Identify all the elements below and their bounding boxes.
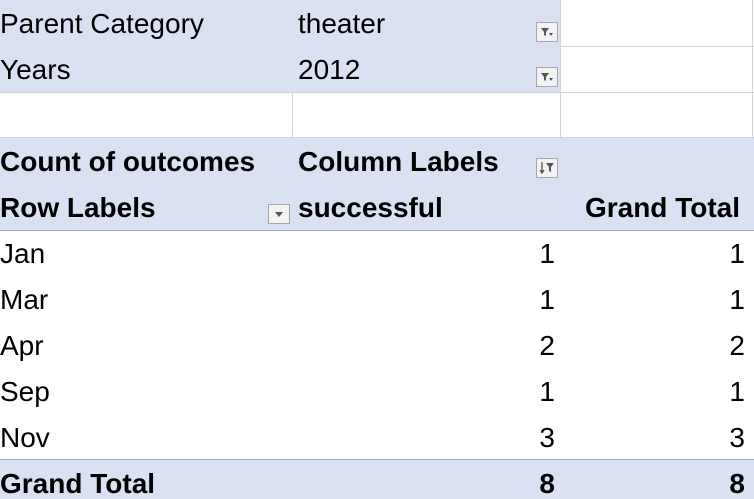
row-value-total: 1 xyxy=(729,284,745,315)
row-value-successful: 3 xyxy=(539,422,555,453)
row-value-total: 3 xyxy=(729,422,745,453)
gridline xyxy=(752,0,753,138)
gridline xyxy=(0,92,754,93)
grand-total-value: 8 xyxy=(729,468,745,499)
row-labels-header: Row Labels xyxy=(0,192,156,223)
row-label: Sep xyxy=(0,376,50,407)
grand-total-column-header: Grand Total xyxy=(584,192,740,223)
dropdown-icon[interactable] xyxy=(268,204,290,224)
row-value-total: 1 xyxy=(729,238,745,269)
row-value-successful: 2 xyxy=(539,330,555,361)
sort-filter-icon[interactable] xyxy=(536,158,558,178)
column-header-successful: successful xyxy=(298,192,443,223)
header-band xyxy=(0,138,754,230)
grand-total-successful: 8 xyxy=(539,468,555,499)
row-label: Apr xyxy=(0,330,44,361)
grand-total-label: Grand Total xyxy=(0,468,156,499)
gridline xyxy=(0,137,754,138)
filter-band xyxy=(0,0,560,92)
filter-value-parent-category[interactable]: theater xyxy=(298,8,386,39)
gridline xyxy=(560,0,561,138)
table-border xyxy=(0,459,754,460)
row-label: Jan xyxy=(0,238,46,269)
grand-total-band xyxy=(0,460,754,499)
filter-dropdown-icon[interactable] xyxy=(536,67,558,87)
row-label: Nov xyxy=(0,422,50,453)
row-label: Mar xyxy=(0,284,49,315)
row-value-successful: 1 xyxy=(539,238,555,269)
row-value-successful: 1 xyxy=(539,284,555,315)
table-border xyxy=(0,230,754,231)
gridline xyxy=(560,46,754,47)
row-value-successful: 1 xyxy=(539,376,555,407)
value-field-label: Count of outcomes xyxy=(0,146,256,177)
filter-label-parent-category: Parent Category xyxy=(0,8,204,39)
column-labels-header: Column Labels xyxy=(298,146,499,177)
row-value-total: 2 xyxy=(729,330,745,361)
filter-value-years[interactable]: 2012 xyxy=(298,54,361,85)
row-value-total: 1 xyxy=(729,376,745,407)
gridline xyxy=(292,92,293,138)
filter-label-years: Years xyxy=(0,54,71,85)
filter-dropdown-icon[interactable] xyxy=(536,22,558,42)
